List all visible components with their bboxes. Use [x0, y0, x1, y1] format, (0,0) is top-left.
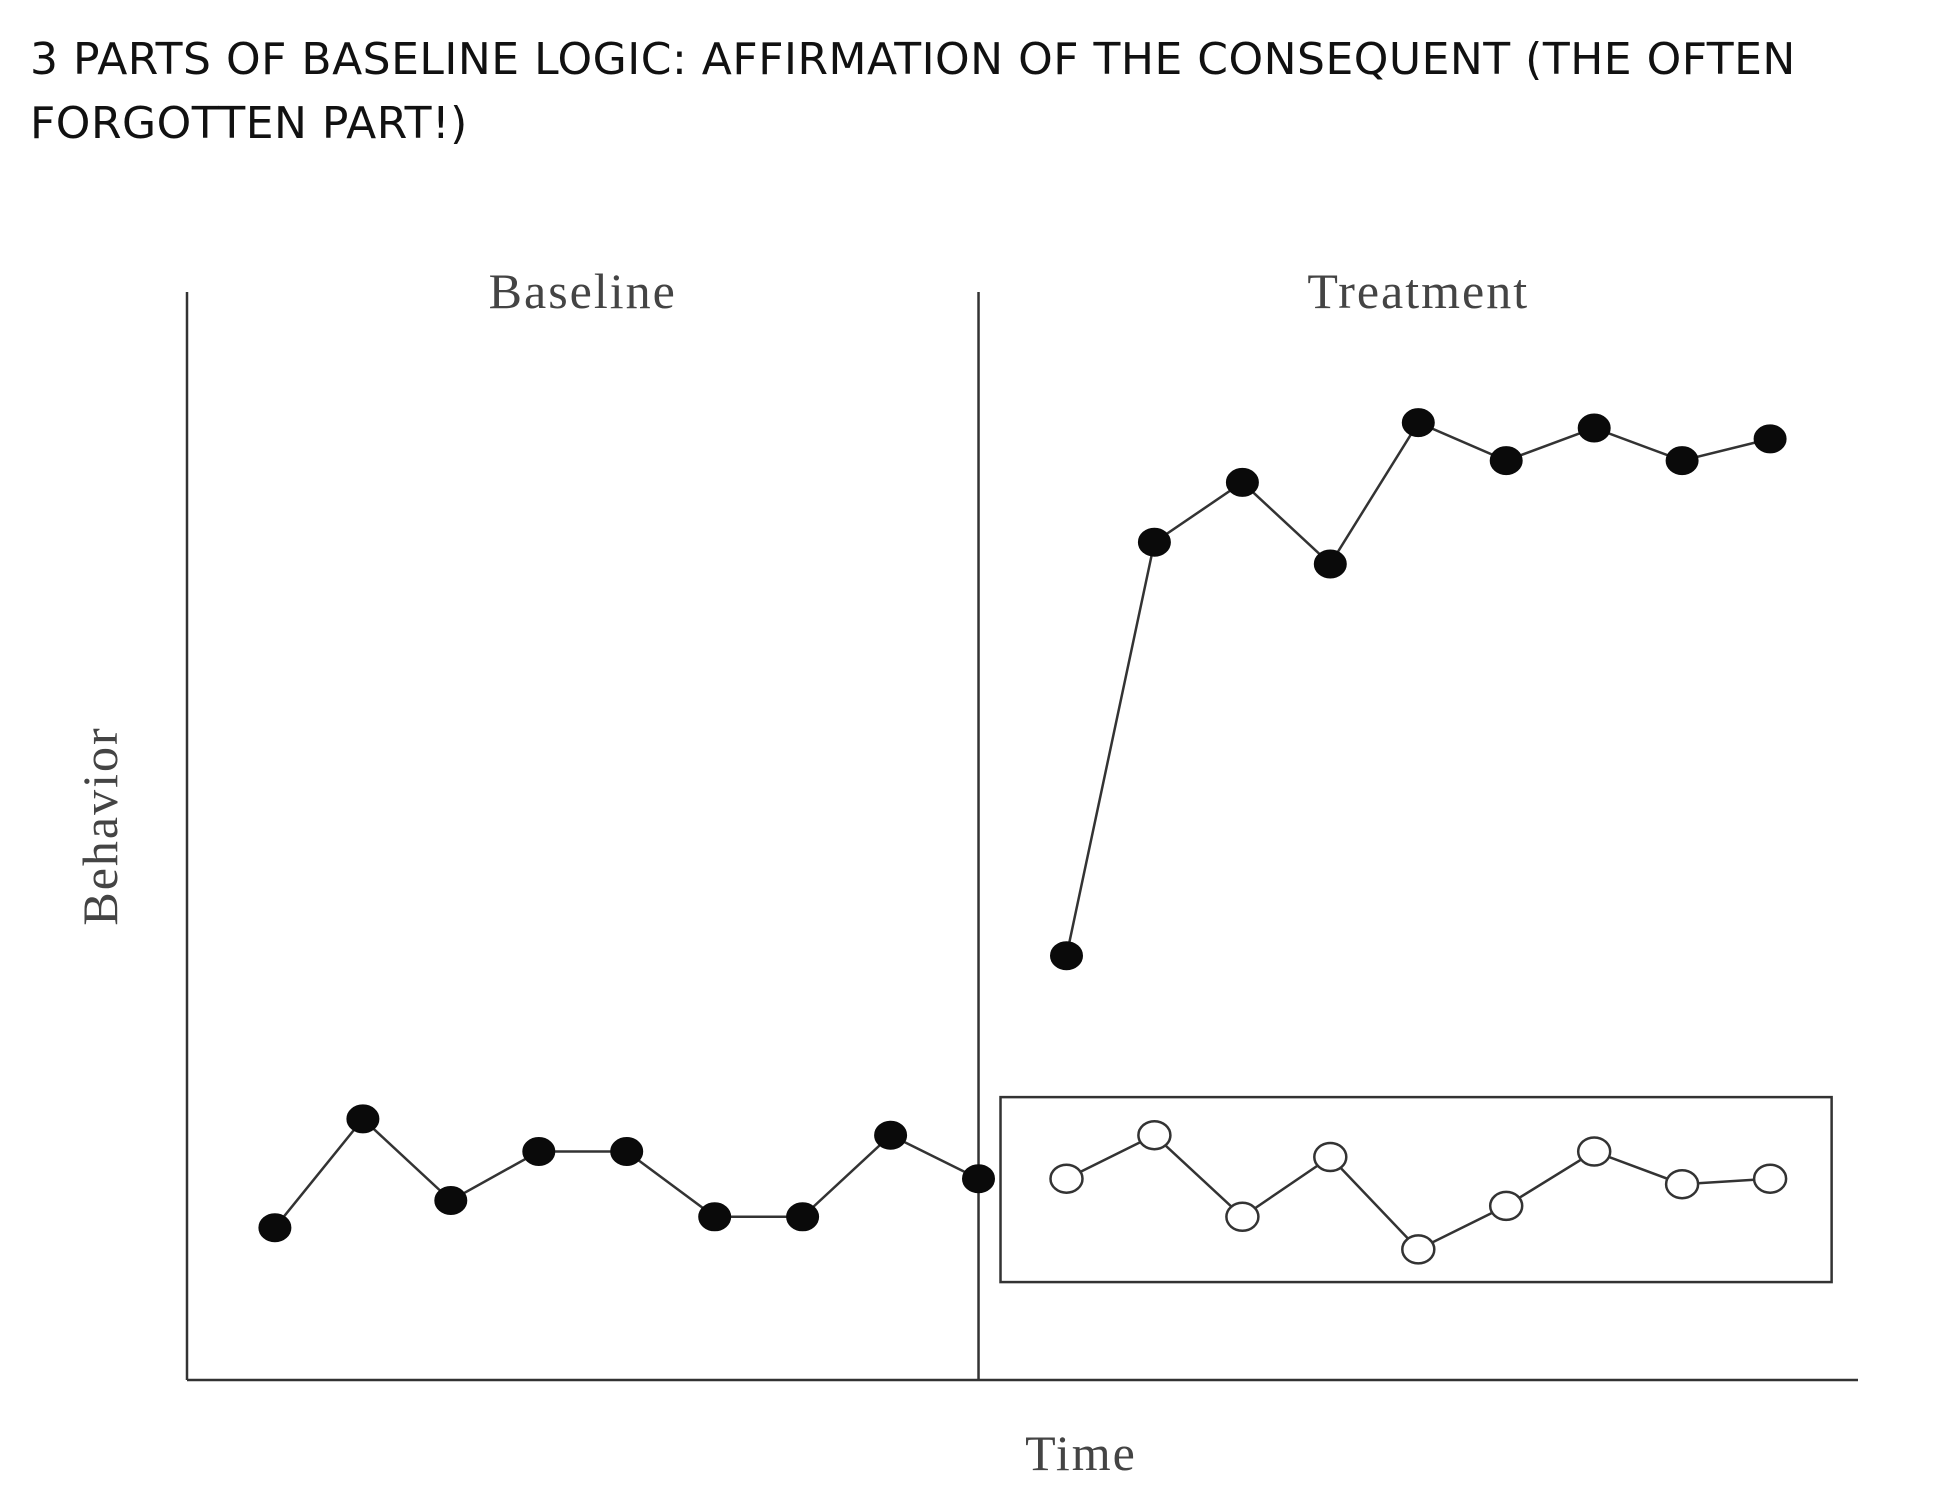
series-1-point-4: [1401, 408, 1435, 438]
series-0-point-2: [434, 1186, 468, 1215]
series-2-point-3: [1313, 1141, 1348, 1173]
highlight-box: [999, 1095, 1833, 1284]
series-0-point-6: [786, 1202, 820, 1232]
series-2-point-8: [1752, 1163, 1788, 1194]
series-0-point-1: [346, 1104, 380, 1134]
series-1-point-5: [1489, 446, 1523, 476]
series-2-point-4: [1401, 1234, 1436, 1265]
series-0-point-4: [610, 1137, 644, 1166]
series-1-point-8: [1753, 424, 1787, 454]
series-line-1: [1065, 421, 1771, 956]
series-2-point-2: [1225, 1201, 1260, 1233]
series-2-point-0: [1049, 1163, 1084, 1194]
series-1-point-7: [1665, 446, 1699, 476]
series-2-point-5: [1488, 1190, 1524, 1222]
series-2-point-1: [1137, 1119, 1172, 1151]
series-0-point-5: [698, 1202, 732, 1232]
series-1-point-3: [1313, 549, 1347, 579]
series-1-point-0: [1050, 941, 1083, 971]
series-layer: [258, 408, 1788, 1265]
series-2-point-7: [1664, 1168, 1700, 1200]
x-axis-label: Time: [1025, 1425, 1137, 1481]
slide-title: 3 PARTS OF BASELINE LOGIC: AFFIRMATION O…: [30, 34, 1796, 149]
series-1-point-6: [1577, 413, 1611, 443]
series-2-point-6: [1576, 1136, 1612, 1167]
series-1-point-1: [1137, 527, 1171, 557]
series-1-point-2: [1225, 467, 1259, 497]
phase-label-baseline: Baseline: [489, 263, 677, 319]
y-axis-label: Behavior: [72, 726, 128, 925]
series-line-2: [1065, 1133, 1771, 1251]
series-0-point-3: [522, 1137, 556, 1166]
series-0-point-7: [874, 1120, 908, 1150]
phase-label-treatment: Treatment: [1307, 263, 1529, 319]
series-0-point-0: [258, 1213, 292, 1243]
series-line-0: [273, 1117, 980, 1229]
series-0-point-8: [962, 1164, 995, 1194]
